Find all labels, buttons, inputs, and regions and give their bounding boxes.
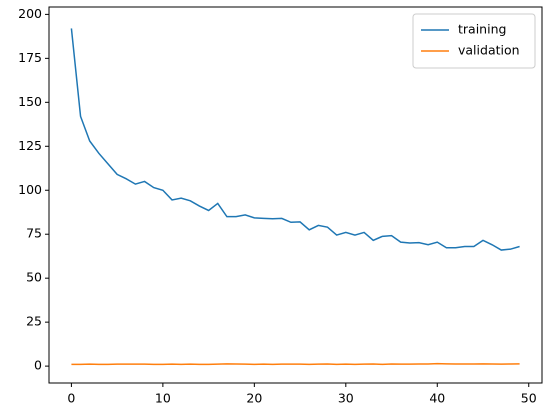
y-tick-label: 50 [26, 270, 42, 285]
line-training [70, 28, 520, 251]
x-tick-label: 10 [155, 391, 171, 406]
y-tick-label: 100 [18, 182, 42, 197]
y-tick-label: 175 [18, 50, 42, 65]
y-tick-label: 200 [18, 6, 42, 21]
x-tick-label: 30 [338, 391, 354, 406]
y-tick-label: 150 [18, 94, 42, 109]
x-tick-label: 20 [246, 391, 262, 406]
x-tick-label: 50 [521, 391, 537, 406]
x-tick-label: 0 [67, 391, 75, 406]
axes-frame [48, 6, 543, 384]
y-tick-label: 125 [18, 138, 42, 153]
y-tick-label: 0 [34, 358, 42, 373]
line-validation [71, 362, 520, 366]
legend-label: training [458, 22, 506, 37]
y-tick-label: 75 [26, 226, 42, 241]
x-tick-label: 40 [429, 391, 445, 406]
legend-box [412, 13, 536, 69]
y-tick-label: 25 [26, 314, 42, 329]
legend-label: validation [458, 43, 520, 58]
